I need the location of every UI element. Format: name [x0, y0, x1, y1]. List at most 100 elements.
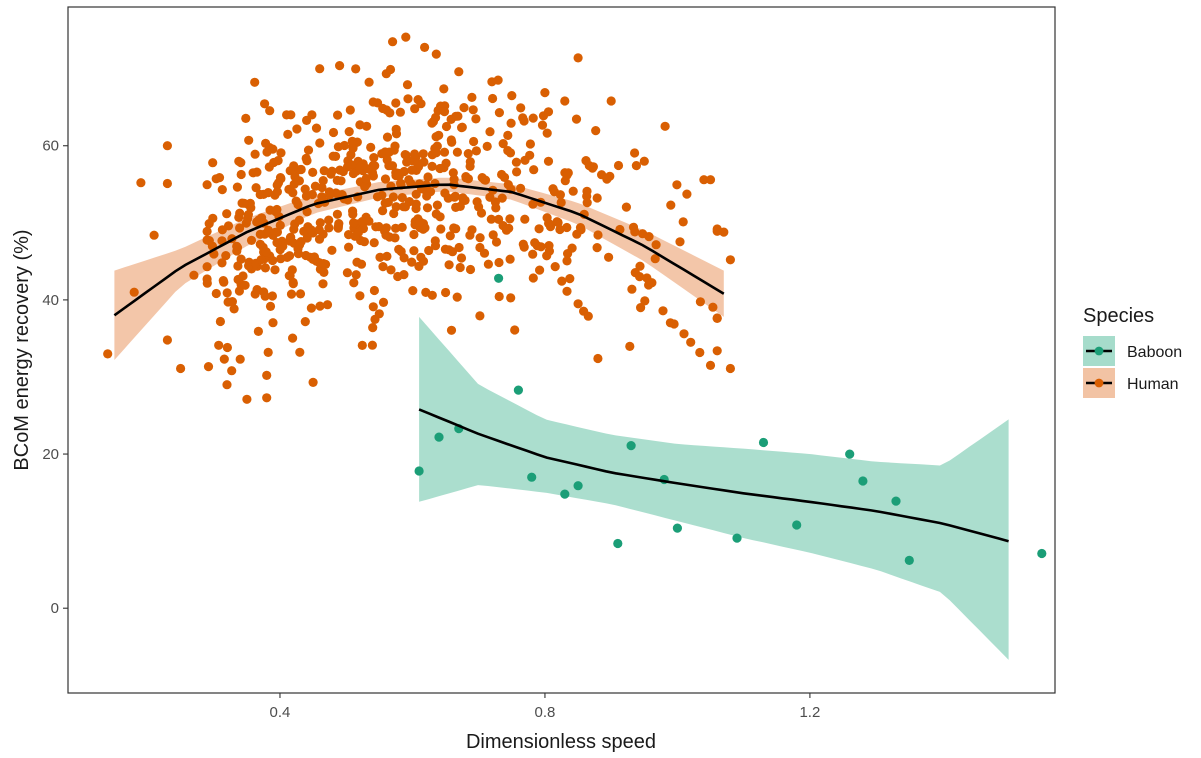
human-point: [396, 178, 406, 188]
human-point: [289, 179, 299, 189]
human-point: [217, 258, 227, 268]
human-point: [328, 127, 339, 138]
human-point: [501, 225, 512, 235]
human-point: [378, 297, 389, 307]
human-point: [202, 278, 212, 288]
human-point: [349, 218, 359, 228]
human-point: [355, 162, 365, 172]
human-point: [699, 175, 709, 185]
human-point: [423, 172, 433, 182]
human-point: [286, 289, 297, 299]
human-point: [542, 128, 552, 138]
x-tick-label: 0.4: [270, 704, 291, 721]
human-point: [387, 161, 398, 171]
human-point: [550, 262, 560, 272]
human-point: [604, 252, 614, 262]
human-point: [682, 189, 692, 199]
human-point: [430, 178, 440, 189]
human-point: [282, 252, 292, 262]
human-point: [385, 64, 396, 75]
human-point: [347, 136, 357, 146]
human-point: [477, 173, 487, 183]
human-point: [644, 280, 654, 290]
human-point: [208, 158, 218, 168]
human-point: [250, 289, 260, 299]
legend-point-baboon: [1094, 346, 1104, 356]
human-point: [269, 157, 279, 168]
human-point: [401, 32, 411, 42]
human-point: [202, 180, 212, 190]
human-point: [631, 161, 642, 171]
human-point: [482, 141, 492, 151]
legend-label-human: Human: [1127, 376, 1179, 393]
human-point: [307, 189, 317, 200]
human-point: [344, 127, 354, 137]
human-point: [540, 88, 550, 98]
human-point: [378, 206, 388, 216]
human-point: [510, 325, 520, 335]
human-point: [388, 37, 398, 47]
human-point: [686, 337, 696, 347]
human-point: [311, 123, 322, 133]
human-point: [295, 289, 306, 299]
human-point: [251, 183, 261, 193]
human-point: [103, 349, 113, 359]
human-point: [235, 208, 245, 218]
human-point: [529, 165, 539, 175]
baboon-point: [891, 496, 901, 506]
human-point: [380, 174, 391, 184]
human-point: [324, 187, 334, 197]
human-point: [303, 145, 314, 155]
human-point: [289, 224, 299, 234]
human-point: [455, 262, 465, 273]
human-point: [397, 193, 407, 203]
human-point: [640, 296, 650, 306]
human-point: [519, 116, 529, 126]
human-point: [449, 192, 460, 202]
human-point: [416, 99, 426, 109]
human-point: [219, 354, 229, 364]
human-point: [555, 190, 566, 200]
human-point: [525, 139, 536, 149]
legend: Species Baboon Human: [1083, 305, 1182, 398]
baboon-point: [513, 385, 524, 395]
human-point: [593, 353, 603, 364]
baboon-point: [904, 555, 914, 566]
human-point: [433, 105, 443, 116]
human-point: [234, 156, 244, 166]
human-point: [651, 240, 661, 250]
human-point: [458, 193, 468, 203]
human-point: [407, 165, 417, 175]
human-point: [552, 217, 562, 227]
human-point: [593, 230, 603, 240]
human-point: [391, 98, 401, 108]
human-point: [606, 96, 616, 106]
human-point: [149, 230, 159, 240]
human-point: [395, 107, 405, 117]
human-point: [344, 242, 354, 252]
human-point: [355, 291, 365, 301]
human-point: [403, 94, 413, 104]
human-point: [300, 184, 310, 194]
baboon-point: [1037, 548, 1047, 559]
human-point: [422, 203, 433, 213]
human-point: [409, 246, 419, 256]
human-point: [229, 304, 239, 314]
x-tick-label: 1.2: [799, 704, 820, 721]
human-point: [240, 280, 250, 290]
baboon-point: [792, 520, 802, 530]
human-point: [287, 265, 297, 275]
human-point: [503, 130, 513, 140]
human-point: [494, 291, 504, 302]
human-point: [357, 217, 367, 227]
human-point: [627, 284, 637, 294]
human-point: [162, 178, 172, 189]
human-point: [351, 270, 361, 280]
human-point: [535, 265, 545, 275]
human-point: [272, 238, 282, 248]
human-point: [471, 146, 481, 156]
human-point: [345, 105, 355, 115]
human-point: [300, 317, 310, 327]
human-point: [315, 138, 325, 148]
